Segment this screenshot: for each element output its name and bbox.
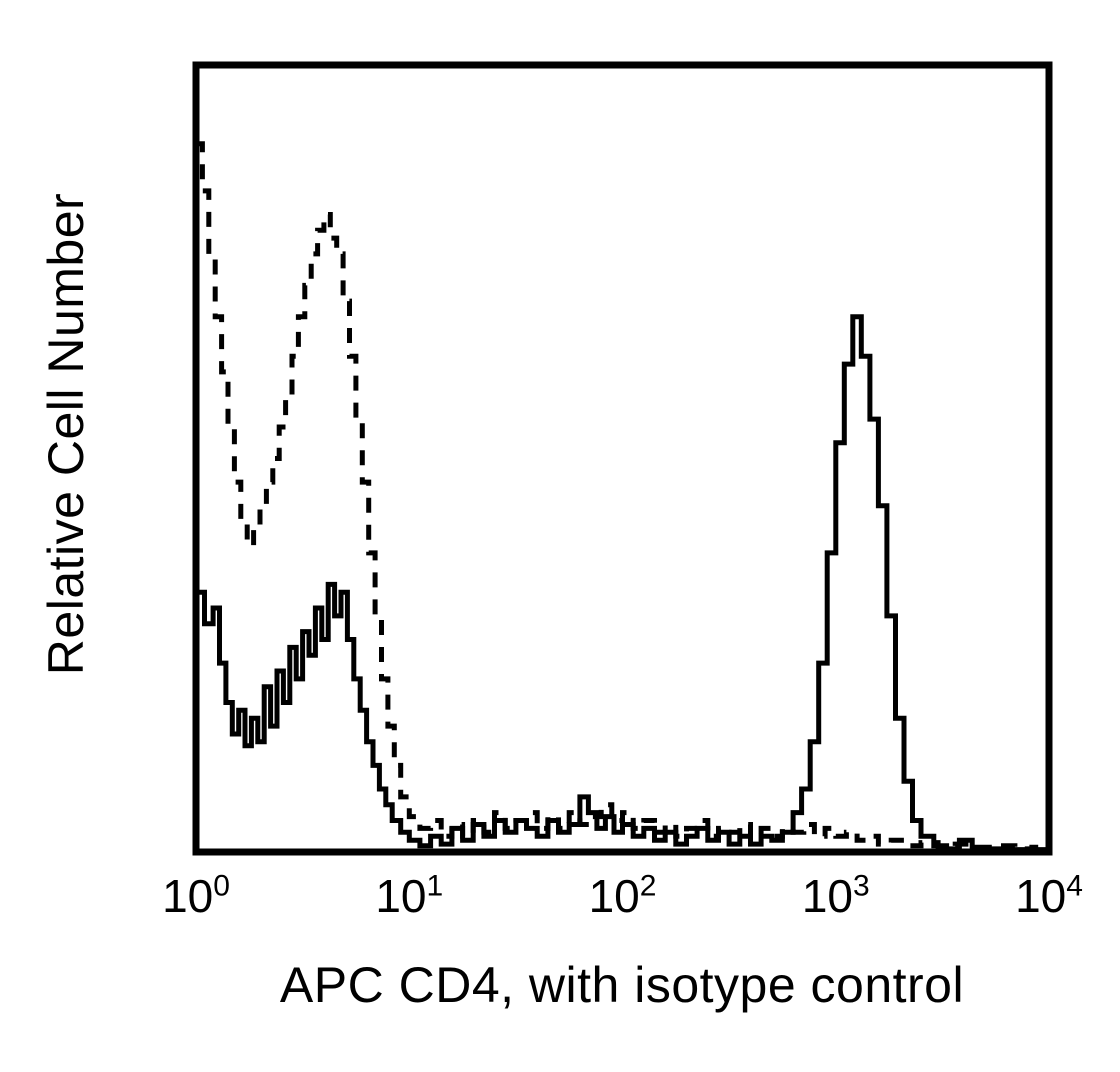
trace-isotype-control	[196, 141, 1052, 852]
x-tick-base: 10	[588, 870, 640, 922]
plot-frame	[192, 61, 1053, 856]
x-tick-exponent: 0	[213, 869, 230, 903]
x-tick-10000: 104	[1015, 869, 1083, 923]
traces-group	[196, 141, 1052, 853]
x-tick-base: 10	[162, 870, 214, 922]
x-tick-base: 10	[1015, 870, 1067, 922]
x-tick-exponent: 3	[852, 869, 870, 903]
x-tick-base: 10	[801, 870, 853, 922]
x-tick-base: 10	[375, 870, 427, 922]
x-tick-exponent: 1	[426, 869, 444, 903]
x-tick-exponent: 4	[1066, 869, 1083, 903]
x-axis-label: APC CD4, with isotype control	[279, 957, 965, 1013]
x-tick-exponent: 2	[639, 869, 657, 903]
x-tick-100: 102	[589, 869, 657, 923]
x-tick-1: 100	[162, 869, 230, 923]
x-tick-1000: 103	[802, 869, 870, 923]
x-tick-10: 101	[375, 869, 443, 923]
trace-apc-cd4	[196, 314, 1049, 853]
